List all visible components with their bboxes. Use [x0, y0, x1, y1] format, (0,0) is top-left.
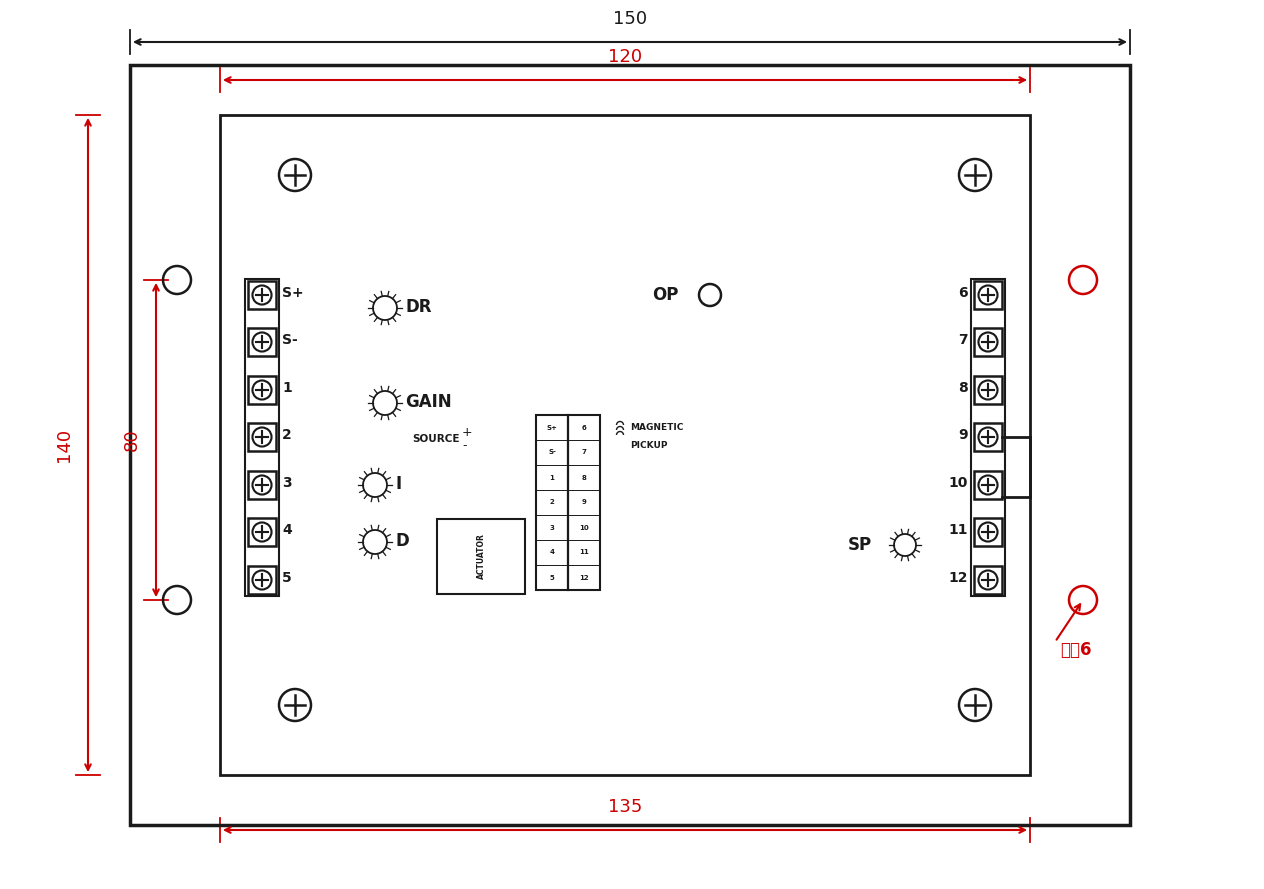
- Text: OP: OP: [652, 286, 679, 304]
- Bar: [971, 279, 1005, 596]
- Text: 7: 7: [958, 333, 968, 347]
- Text: 10: 10: [948, 476, 968, 490]
- Bar: [975, 328, 1002, 356]
- Text: 150: 150: [613, 10, 647, 28]
- Bar: [975, 423, 1002, 451]
- Bar: [975, 281, 1002, 309]
- Text: 4: 4: [550, 549, 555, 556]
- Bar: [248, 328, 276, 356]
- Text: 直径6: 直径6: [1060, 641, 1092, 659]
- Text: D: D: [396, 532, 408, 550]
- Bar: [975, 518, 1002, 546]
- Bar: [975, 376, 1002, 404]
- Bar: [248, 281, 276, 309]
- Text: 9: 9: [581, 500, 586, 506]
- Text: +: +: [463, 426, 473, 438]
- Text: 1: 1: [282, 381, 292, 395]
- Bar: [568, 415, 600, 590]
- Text: 10: 10: [579, 525, 589, 531]
- Text: SP: SP: [848, 536, 872, 554]
- Bar: [536, 415, 568, 590]
- Text: PICKUP: PICKUP: [629, 441, 667, 450]
- Text: SOURCE: SOURCE: [412, 434, 460, 444]
- Bar: [975, 566, 1002, 594]
- Text: 6: 6: [958, 286, 968, 300]
- Text: 11: 11: [579, 549, 589, 556]
- Text: 7: 7: [581, 450, 586, 455]
- Text: 12: 12: [579, 574, 589, 581]
- Text: 4: 4: [282, 523, 292, 537]
- Text: S-: S-: [282, 333, 298, 347]
- Bar: [975, 471, 1002, 499]
- Bar: [248, 376, 276, 404]
- Text: GAIN: GAIN: [404, 393, 451, 411]
- Text: 11: 11: [948, 523, 968, 537]
- Bar: [248, 471, 276, 499]
- Text: I: I: [396, 475, 401, 493]
- Text: 8: 8: [958, 381, 968, 395]
- Bar: [245, 279, 279, 596]
- Text: 3: 3: [550, 525, 555, 531]
- Text: ACTUATOR: ACTUATOR: [477, 533, 485, 580]
- Text: 1: 1: [550, 475, 555, 480]
- Text: 9: 9: [958, 428, 968, 442]
- Text: MAGNETIC: MAGNETIC: [629, 423, 684, 433]
- Text: S+: S+: [282, 286, 303, 300]
- Text: 5: 5: [550, 574, 555, 581]
- Bar: [130, 65, 1130, 825]
- Bar: [248, 518, 276, 546]
- Text: 80: 80: [123, 428, 142, 452]
- Text: S+: S+: [546, 425, 557, 430]
- Text: 5: 5: [282, 571, 292, 585]
- Text: 2: 2: [282, 428, 292, 442]
- Bar: [248, 423, 276, 451]
- Text: 3: 3: [282, 476, 292, 490]
- Text: 6: 6: [581, 425, 586, 430]
- Text: -: -: [463, 439, 466, 453]
- Text: 2: 2: [550, 500, 555, 506]
- Text: 135: 135: [608, 798, 642, 816]
- Text: S-: S-: [549, 450, 556, 455]
- Text: DR: DR: [404, 298, 431, 316]
- Text: 140: 140: [56, 428, 73, 462]
- Text: 8: 8: [581, 475, 586, 480]
- Bar: [248, 566, 276, 594]
- Bar: [220, 115, 1030, 775]
- Text: 120: 120: [608, 48, 642, 66]
- Bar: [437, 519, 525, 594]
- Text: 12: 12: [948, 571, 968, 585]
